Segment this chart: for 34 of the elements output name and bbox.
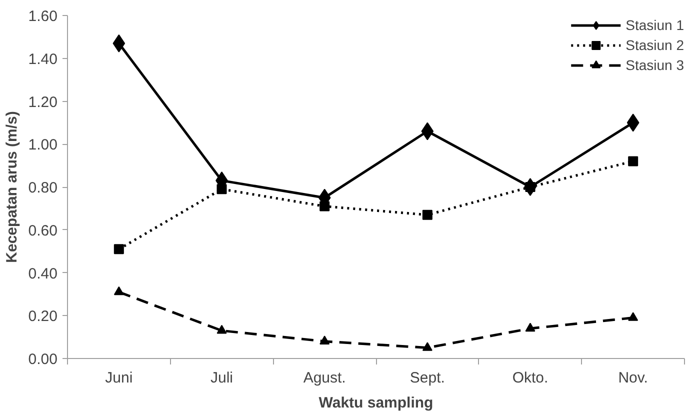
point (114, 244, 124, 254)
point (216, 184, 227, 194)
point (422, 342, 432, 351)
point (216, 324, 227, 334)
x-tick-label: Okto. (512, 370, 548, 386)
legend-label: Stasiun 3 (626, 57, 684, 73)
x-tick-label: Juni (105, 370, 133, 386)
point (421, 122, 434, 140)
x-tick-label: Nov. (618, 370, 648, 386)
point (320, 201, 330, 212)
legend-label: Stasiun 2 (626, 37, 684, 53)
y-tick-label: 0.00 (28, 351, 58, 368)
y-tick-label: 1.60 (28, 8, 58, 25)
point (112, 34, 126, 52)
y-tick-label: 0.40 (28, 265, 58, 282)
x-tick-label: Agust. (303, 370, 346, 386)
x-axis-title: Waktu sampling (318, 394, 434, 412)
x-tick-label: Juli (210, 370, 234, 386)
x-tick-label: Sept. (410, 370, 445, 386)
y-tick-label: 1.40 (28, 50, 58, 68)
y-tick-label: 1.20 (28, 94, 58, 111)
point (628, 156, 638, 166)
point (320, 336, 330, 344)
y-axis-title: Kecepatan arus (m/s) (3, 111, 20, 263)
y-tick-label: 1.00 (28, 136, 58, 154)
y-tick-label: 0.20 (28, 308, 58, 326)
point (525, 322, 536, 332)
y-tick-label: 0.80 (28, 180, 58, 196)
point (422, 210, 432, 220)
legend-label: Stasiun 1 (626, 17, 684, 33)
point (626, 114, 640, 132)
y-tick-label: 0.60 (28, 222, 58, 240)
point (114, 286, 124, 296)
point (628, 312, 638, 321)
